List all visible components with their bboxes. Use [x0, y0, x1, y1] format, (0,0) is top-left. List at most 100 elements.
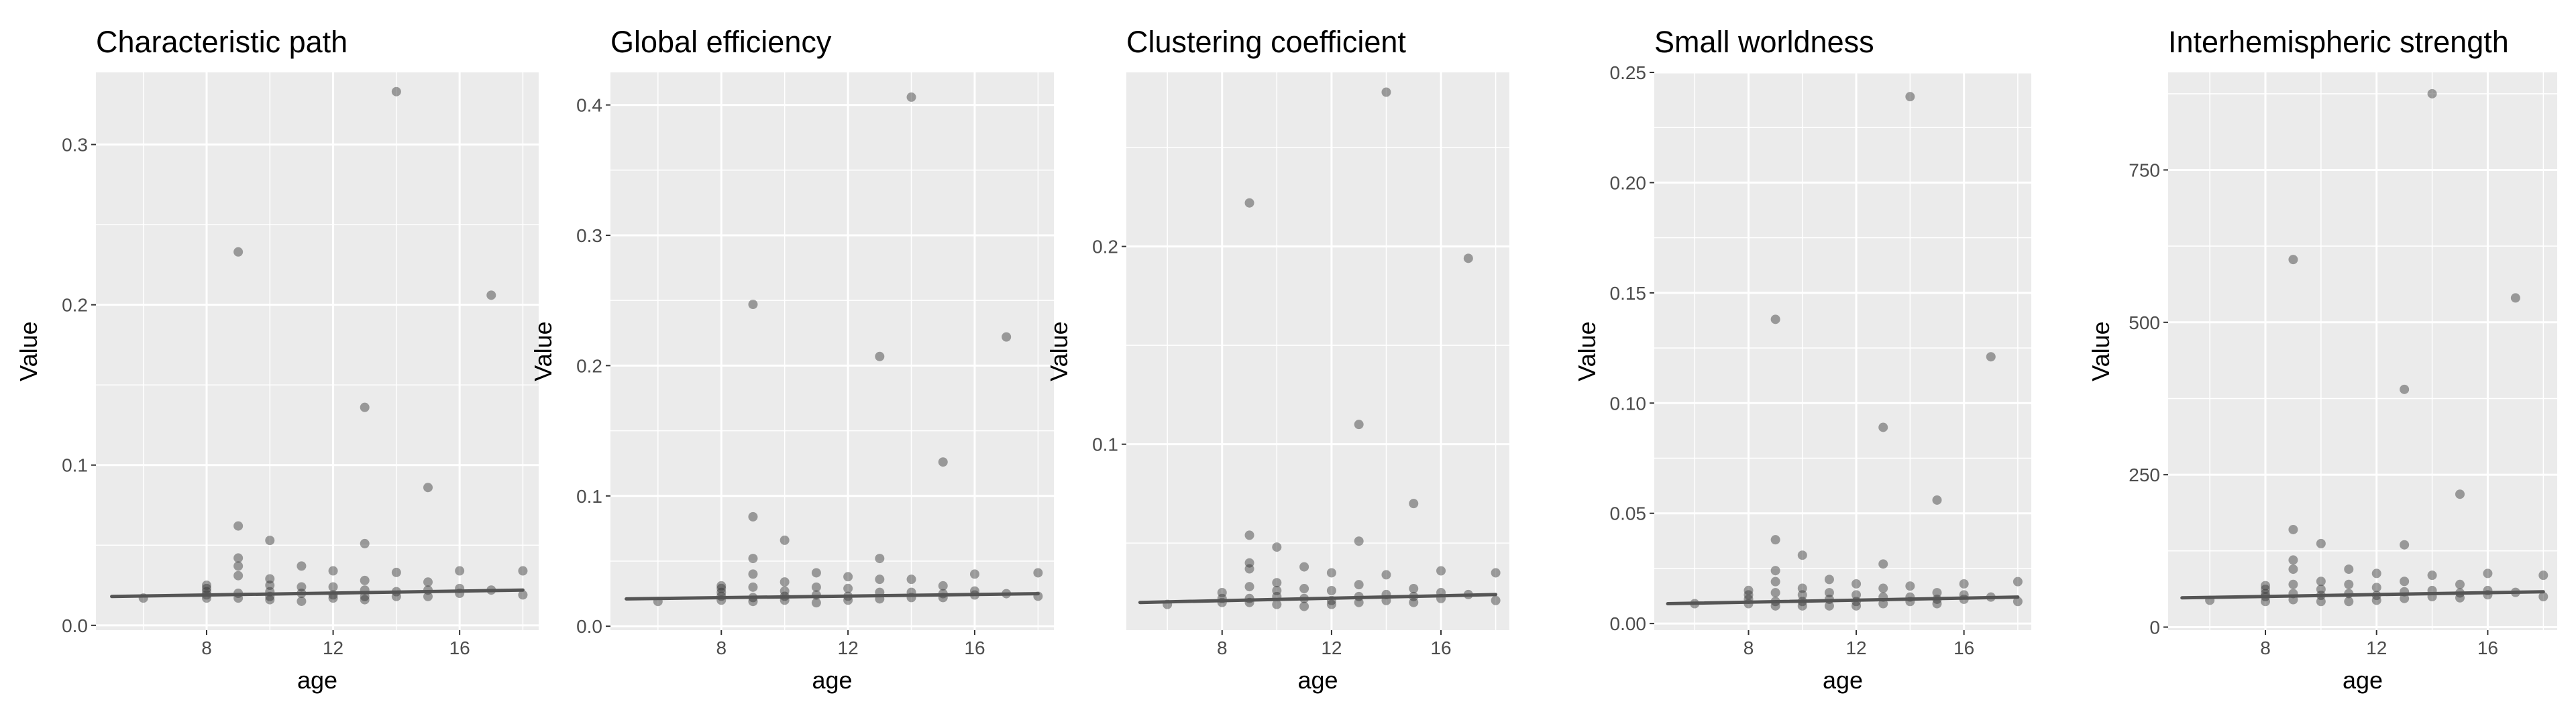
data-point [233, 570, 244, 581]
trend-line [1138, 593, 1498, 605]
data-point [811, 568, 821, 578]
data-point [2288, 579, 2298, 589]
data-point [1244, 530, 1254, 540]
data-point [423, 483, 433, 493]
data-point [2400, 593, 2410, 603]
x-tick-label: 12 [1845, 638, 1866, 658]
data-point [716, 583, 727, 593]
data-point [2316, 597, 2326, 607]
panel-1: 8 12 16 0.0 0.1 0.2 0.3 age Value Characteristic … [15, 25, 539, 694]
data-point [748, 511, 758, 522]
data-point [1299, 562, 1309, 572]
data-point [360, 402, 370, 412]
data-point [1244, 582, 1254, 592]
panel-background [1654, 72, 2031, 630]
data-point [1409, 499, 1419, 509]
data-point [843, 583, 853, 593]
data-point [875, 575, 885, 585]
x-tick-label: 16 [1430, 638, 1451, 658]
data-point [2427, 570, 2437, 581]
data-point [265, 574, 275, 584]
data-point [780, 586, 790, 596]
panel-background [1126, 72, 1509, 630]
data-point [2344, 597, 2354, 607]
data-point [780, 577, 790, 587]
data-point [1354, 597, 1364, 607]
data-point [265, 581, 275, 591]
x-tick-label: 16 [449, 638, 470, 658]
panel-background [96, 72, 539, 630]
data-point [748, 554, 758, 564]
y-tick-label: 0.1 [1092, 434, 1118, 455]
data-point [1354, 420, 1364, 430]
data-point [455, 566, 465, 576]
x-tick-label: 12 [2366, 638, 2387, 658]
panel-2: 8 12 16 0.0 0.1 0.2 0.3 0.4 age Value Global effic… [529, 25, 1054, 694]
data-point [1299, 601, 1309, 611]
data-point [233, 247, 244, 257]
y-tick-label: 0.0 [62, 615, 88, 636]
data-point [875, 351, 885, 361]
y-tick-label: 0.1 [62, 455, 88, 476]
data-point [1244, 198, 1254, 208]
data-point [297, 582, 307, 592]
data-point [297, 561, 307, 571]
x-tick-label: 12 [838, 638, 859, 658]
data-point [2538, 591, 2548, 601]
data-point [2400, 540, 2410, 550]
data-point [2288, 255, 2298, 265]
data-point [2316, 577, 2326, 587]
data-point [1354, 536, 1364, 546]
data-point [2400, 384, 2410, 394]
x-tick-label: 12 [1321, 638, 1342, 658]
data-point [2483, 568, 2493, 579]
data-point [2455, 593, 2465, 603]
data-point [202, 581, 211, 591]
data-point [1436, 566, 1446, 576]
x-tick-label: 16 [2477, 638, 2498, 658]
x-tick-label: 8 [2260, 638, 2271, 658]
data-point [2455, 579, 2465, 589]
x-axis-title: age [297, 666, 337, 694]
data-point [486, 290, 496, 300]
data-point [1272, 578, 1282, 588]
data-point [1932, 588, 1942, 598]
data-point [1272, 585, 1282, 595]
data-point [297, 596, 307, 606]
x-tick-label: 16 [1953, 638, 1974, 658]
data-point [328, 566, 338, 576]
data-point [328, 582, 338, 592]
data-point [1244, 558, 1254, 568]
data-point [1851, 601, 1862, 611]
data-point [2012, 577, 2023, 587]
data-point [1770, 601, 1780, 611]
data-point [2371, 568, 2381, 579]
panel-3: 8 12 16 0.1 0.2 age Value Clustering coefficien… [1045, 25, 1509, 694]
x-tick-label: 16 [964, 638, 985, 658]
data-point [1824, 601, 1834, 611]
data-point [1770, 566, 1780, 576]
data-point [2510, 293, 2520, 303]
data-point [1878, 583, 1888, 593]
y-tick-label: 0.3 [576, 225, 602, 246]
data-point [1491, 568, 1501, 578]
data-point [391, 567, 401, 577]
data-point [1797, 583, 1807, 593]
data-point [2261, 585, 2270, 595]
data-point [1878, 559, 1888, 569]
y-tick-label: 0.2 [62, 295, 88, 316]
data-point [938, 581, 948, 591]
data-point [2427, 88, 2437, 99]
data-point [391, 591, 401, 601]
y-tick-label: 0.2 [576, 355, 602, 376]
data-point [811, 598, 821, 608]
data-point [748, 582, 758, 592]
y-tick-label: 0.05 [1610, 503, 1647, 524]
y-tick-label: 0.15 [1610, 283, 1647, 304]
y-tick-label: 0.2 [1092, 237, 1118, 257]
data-point [1299, 584, 1309, 594]
y-axis-title: Value [529, 321, 557, 381]
data-point [391, 86, 401, 97]
x-axis-title: age [812, 666, 852, 694]
